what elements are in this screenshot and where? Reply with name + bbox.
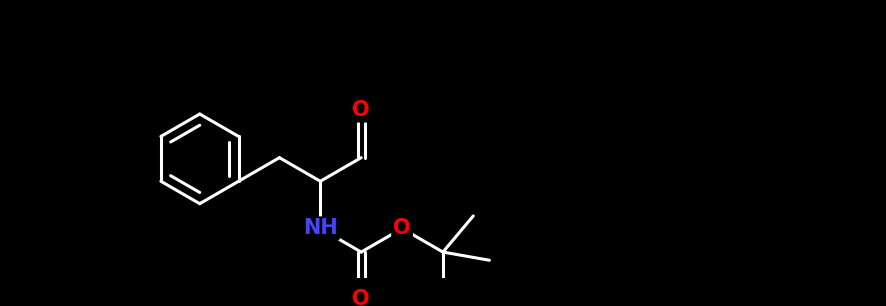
Text: O: O <box>353 289 370 306</box>
Text: O: O <box>353 100 370 121</box>
Text: NH: NH <box>303 218 338 238</box>
Text: O: O <box>393 218 411 238</box>
